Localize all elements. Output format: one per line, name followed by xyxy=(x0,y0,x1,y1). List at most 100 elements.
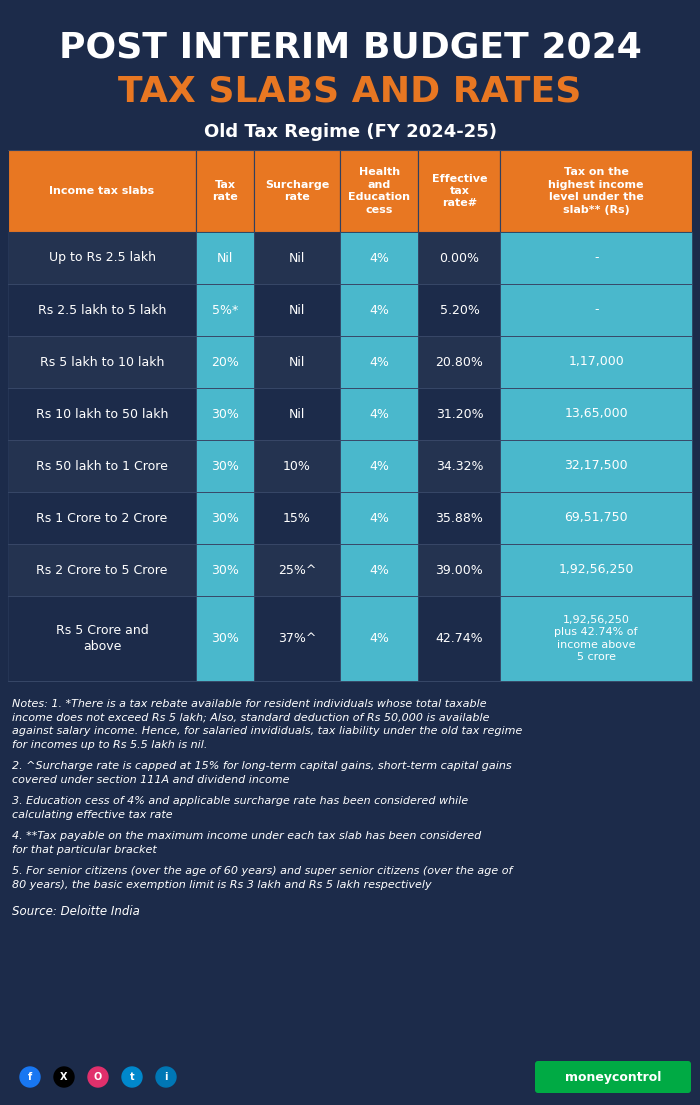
Text: Nil: Nil xyxy=(217,252,233,264)
Text: 3. Education cess of 4% and applicable surcharge rate has been considered while
: 3. Education cess of 4% and applicable s… xyxy=(12,796,468,820)
Text: Nil: Nil xyxy=(289,252,305,264)
FancyBboxPatch shape xyxy=(419,492,500,544)
Text: 39.00%: 39.00% xyxy=(435,564,483,577)
FancyBboxPatch shape xyxy=(340,388,419,440)
Text: Nil: Nil xyxy=(289,356,305,368)
Text: moneycontrol: moneycontrol xyxy=(565,1071,662,1084)
FancyBboxPatch shape xyxy=(500,596,692,681)
FancyBboxPatch shape xyxy=(340,284,419,336)
Text: 69,51,750: 69,51,750 xyxy=(564,512,628,525)
Text: 35.88%: 35.88% xyxy=(435,512,484,525)
Text: 25%^: 25%^ xyxy=(278,564,316,577)
FancyBboxPatch shape xyxy=(8,336,196,388)
Text: X: X xyxy=(60,1072,68,1082)
FancyBboxPatch shape xyxy=(500,388,692,440)
FancyBboxPatch shape xyxy=(254,284,340,336)
FancyBboxPatch shape xyxy=(8,388,196,440)
Text: POST INTERIM BUDGET 2024: POST INTERIM BUDGET 2024 xyxy=(59,31,641,65)
Text: 30%: 30% xyxy=(211,460,239,473)
Text: 10%: 10% xyxy=(283,460,311,473)
FancyBboxPatch shape xyxy=(340,544,419,596)
Text: Tax on the
highest income
level under the
slab** (Rs): Tax on the highest income level under th… xyxy=(549,167,644,214)
Text: 30%: 30% xyxy=(211,632,239,645)
Text: 1,92,56,250: 1,92,56,250 xyxy=(559,564,634,577)
Text: 30%: 30% xyxy=(211,512,239,525)
FancyBboxPatch shape xyxy=(419,388,500,440)
Text: Rs 5 lakh to 10 lakh: Rs 5 lakh to 10 lakh xyxy=(40,356,164,368)
Text: 4%: 4% xyxy=(369,632,389,645)
FancyBboxPatch shape xyxy=(196,544,254,596)
Text: Rs 2.5 lakh to 5 lakh: Rs 2.5 lakh to 5 lakh xyxy=(38,304,166,316)
FancyBboxPatch shape xyxy=(254,336,340,388)
Text: -: - xyxy=(594,252,598,264)
Text: f: f xyxy=(28,1072,32,1082)
Text: 30%: 30% xyxy=(211,564,239,577)
FancyBboxPatch shape xyxy=(535,1061,691,1093)
Text: 4%: 4% xyxy=(369,564,389,577)
Text: i: i xyxy=(164,1072,168,1082)
Text: Tax
rate: Tax rate xyxy=(212,180,238,202)
Text: Source: Deloitte India: Source: Deloitte India xyxy=(12,905,140,918)
FancyBboxPatch shape xyxy=(8,232,196,284)
Text: 1,92,56,250
plus 42.74% of
income above
5 crore: 1,92,56,250 plus 42.74% of income above … xyxy=(554,614,638,662)
FancyBboxPatch shape xyxy=(500,150,692,232)
Text: Nil: Nil xyxy=(289,304,305,316)
Text: t: t xyxy=(130,1072,134,1082)
FancyBboxPatch shape xyxy=(254,440,340,492)
FancyBboxPatch shape xyxy=(196,388,254,440)
Text: 31.20%: 31.20% xyxy=(435,408,483,421)
FancyBboxPatch shape xyxy=(196,492,254,544)
FancyBboxPatch shape xyxy=(500,544,692,596)
FancyBboxPatch shape xyxy=(500,492,692,544)
FancyBboxPatch shape xyxy=(8,492,196,544)
Text: Up to Rs 2.5 lakh: Up to Rs 2.5 lakh xyxy=(48,252,155,264)
Text: Surcharge
rate: Surcharge rate xyxy=(265,180,329,202)
Text: 4%: 4% xyxy=(369,512,389,525)
Text: 32,17,500: 32,17,500 xyxy=(564,460,628,473)
FancyBboxPatch shape xyxy=(340,232,419,284)
FancyBboxPatch shape xyxy=(196,232,254,284)
Circle shape xyxy=(122,1067,142,1087)
FancyBboxPatch shape xyxy=(419,440,500,492)
FancyBboxPatch shape xyxy=(419,232,500,284)
Text: 4%: 4% xyxy=(369,460,389,473)
FancyBboxPatch shape xyxy=(8,440,196,492)
FancyBboxPatch shape xyxy=(340,150,419,232)
FancyBboxPatch shape xyxy=(196,284,254,336)
Text: 2. ^Surcharge rate is capped at 15% for long-term capital gains, short-term capi: 2. ^Surcharge rate is capped at 15% for … xyxy=(12,761,512,785)
FancyBboxPatch shape xyxy=(340,440,419,492)
FancyBboxPatch shape xyxy=(196,150,254,232)
Text: 37%^: 37%^ xyxy=(278,632,316,645)
FancyBboxPatch shape xyxy=(8,596,196,681)
FancyBboxPatch shape xyxy=(196,336,254,388)
Text: O: O xyxy=(94,1072,102,1082)
Text: 4%: 4% xyxy=(369,356,389,368)
Text: 1,17,000: 1,17,000 xyxy=(568,356,624,368)
Text: Health
and
Education
cess: Health and Education cess xyxy=(348,167,410,214)
Text: Rs 50 lakh to 1 Crore: Rs 50 lakh to 1 Crore xyxy=(36,460,168,473)
Text: 5%*: 5%* xyxy=(212,304,238,316)
Text: Rs 5 Crore and
above: Rs 5 Crore and above xyxy=(56,624,148,653)
FancyBboxPatch shape xyxy=(254,544,340,596)
FancyBboxPatch shape xyxy=(500,284,692,336)
FancyBboxPatch shape xyxy=(419,284,500,336)
Text: Rs 1 Crore to 2 Crore: Rs 1 Crore to 2 Crore xyxy=(36,512,168,525)
FancyBboxPatch shape xyxy=(419,596,500,681)
Text: 30%: 30% xyxy=(211,408,239,421)
FancyBboxPatch shape xyxy=(254,492,340,544)
Text: Effective
tax
rate#: Effective tax rate# xyxy=(432,173,487,209)
Text: 4%: 4% xyxy=(369,408,389,421)
FancyBboxPatch shape xyxy=(8,284,196,336)
Text: Rs 10 lakh to 50 lakh: Rs 10 lakh to 50 lakh xyxy=(36,408,168,421)
Text: 4%: 4% xyxy=(369,304,389,316)
Text: Nil: Nil xyxy=(289,408,305,421)
FancyBboxPatch shape xyxy=(254,388,340,440)
Text: 13,65,000: 13,65,000 xyxy=(564,408,628,421)
Text: 20.80%: 20.80% xyxy=(435,356,484,368)
Text: 0.00%: 0.00% xyxy=(440,252,480,264)
FancyBboxPatch shape xyxy=(254,596,340,681)
FancyBboxPatch shape xyxy=(196,440,254,492)
FancyBboxPatch shape xyxy=(419,150,500,232)
Text: 15%: 15% xyxy=(283,512,311,525)
Text: 4%: 4% xyxy=(369,252,389,264)
